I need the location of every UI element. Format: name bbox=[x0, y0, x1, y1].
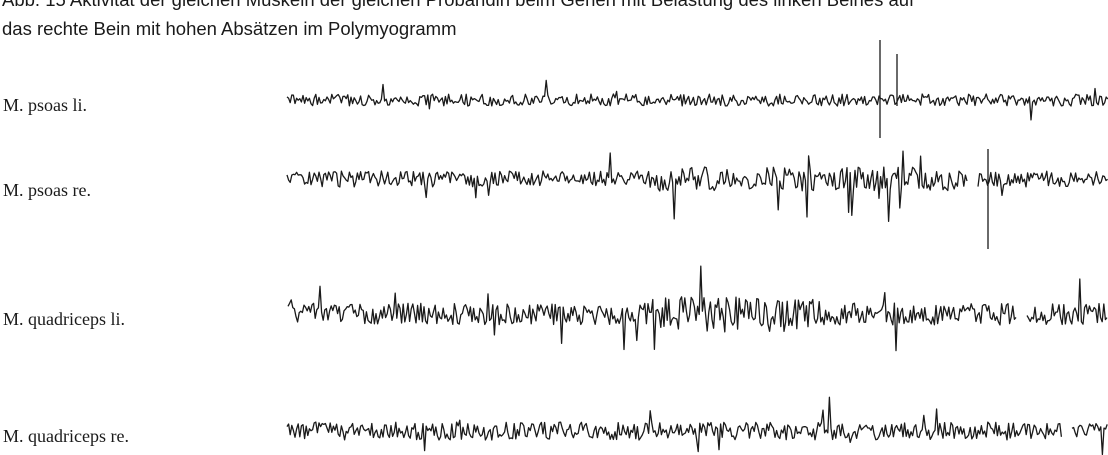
emg-trace-quadriceps-left bbox=[287, 265, 1108, 352]
trace-label-psoas-right: M. psoas re. bbox=[3, 180, 91, 200]
emg-trace-quadriceps-right bbox=[286, 396, 1108, 455]
trace-label-quadriceps-left: M. quadriceps li. bbox=[3, 309, 125, 329]
figure-caption-line-2: das rechte Bein mit hohen Absätzen im Po… bbox=[2, 18, 457, 39]
emg-trace-psoas-right bbox=[286, 149, 1108, 249]
emg-trace-psoas-left bbox=[286, 40, 1108, 138]
trace-label-psoas-left: M. psoas li. bbox=[3, 95, 88, 115]
trace-label-quadriceps-right: M. quadriceps re. bbox=[3, 426, 129, 446]
figure-caption-line-1: Abb. 15 Aktivität der gleichen Muskeln d… bbox=[2, 0, 914, 10]
